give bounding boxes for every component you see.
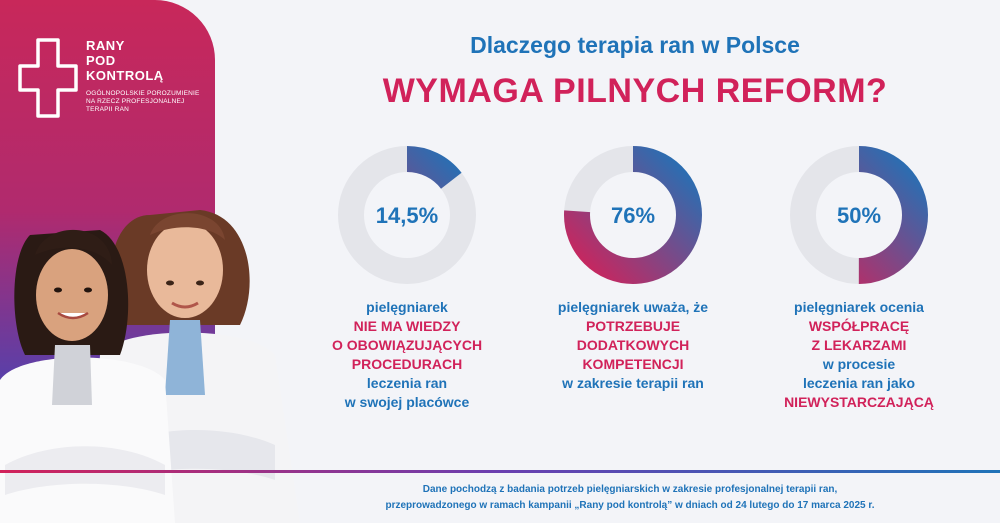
stat-description: pielęgniarek NIE MA WIEDZY O OBOWIĄZUJĄC…	[292, 298, 522, 412]
logo-title-line: RANY	[86, 38, 125, 53]
stat-card: 50% pielęgniarek ocenia WSPÓŁPRACĘ Z LEK…	[744, 140, 974, 412]
stat-line: pielęgniarek	[366, 299, 448, 315]
logo-subtitle: OGÓLNOPOLSKIE POROZUMIENIE NA RZECZ PROF…	[86, 90, 216, 114]
stat-line: Z LEKARZAMI	[811, 337, 907, 353]
donut-chart: 50%	[790, 146, 928, 284]
stat-line: pielęgniarek uważa, że	[557, 299, 709, 315]
footnote-line: Dane pochodzą z badania potrzeb pielęgni…	[422, 484, 838, 495]
stat-line: pielęgniarek ocenia	[794, 299, 924, 315]
logo-subtitle-line: OGÓLNOPOLSKIE POROZUMIENIE	[86, 90, 200, 97]
heading-question: Dlaczego terapia ran w Polsce	[470, 32, 800, 58]
stat-line: leczenia ran	[366, 375, 448, 391]
nurses-photo	[0, 210, 300, 523]
divider	[0, 470, 1000, 473]
donut-value-arc	[564, 146, 702, 284]
stat-line: DODATKOWYCH	[576, 337, 690, 353]
logo: RANY POD KONTROLĄ OGÓLNOPOLSKIE POROZUMI…	[16, 36, 216, 126]
donut-value-arc	[338, 146, 476, 284]
footnote-line: przeprowadzonego w ramach kampanii „Rany…	[385, 500, 875, 511]
medical-cross-icon	[18, 38, 78, 118]
logo-subtitle-line: TERAPII RAN	[86, 106, 130, 113]
stat-description: pielęgniarek ocenia WSPÓŁPRACĘ Z LEKARZA…	[744, 298, 974, 412]
logo-title-line: KONTROLĄ	[86, 68, 164, 83]
stat-line: w swojej placówce	[344, 394, 470, 410]
stat-card: 14,5% pielęgniarek NIE MA WIEDZY O OBOWI…	[292, 140, 522, 412]
donut-chart: 14,5%	[338, 146, 476, 284]
donut-chart: 76%	[564, 146, 702, 284]
logo-title: RANY POD KONTROLĄ	[86, 38, 164, 83]
stat-line: leczenia ran jako	[802, 375, 916, 391]
stat-card: 76% pielęgniarek uważa, że POTRZEBUJE DO…	[518, 140, 748, 393]
logo-subtitle-line: NA RZECZ PROFESJONALNEJ	[86, 98, 185, 105]
stat-description: pielęgniarek uważa, że POTRZEBUJE DODATK…	[518, 298, 748, 393]
stat-line: PROCEDURACH	[351, 356, 463, 372]
nurse-left	[0, 229, 175, 523]
stat-line: NIE MA WIEDZY	[353, 318, 461, 334]
stat-line: WSPÓŁPRACĘ	[808, 318, 910, 334]
donut-value-label: 14,5%	[376, 203, 438, 228]
stat-line: POTRZEBUJE	[585, 318, 681, 334]
donut-value-label: 50%	[837, 203, 881, 228]
stat-line: w procesie	[822, 356, 896, 372]
stat-line: NIEWYSTARCZAJĄCĄ	[784, 394, 934, 410]
stat-line: O OBOWIĄZUJĄCYCH	[331, 337, 483, 353]
logo-title-line: POD	[86, 53, 116, 68]
stat-line: KOMPETENCJI	[582, 356, 684, 372]
stat-line: w zakresie terapii ran	[562, 375, 704, 391]
heading-emphasis: WYMAGA PILNYCH REFORM?	[382, 72, 888, 110]
source-footnote: Dane pochodzą z badania potrzeb pielęgni…	[300, 482, 960, 514]
donut-value-label: 76%	[611, 203, 655, 228]
donut-value-arc	[790, 146, 928, 284]
